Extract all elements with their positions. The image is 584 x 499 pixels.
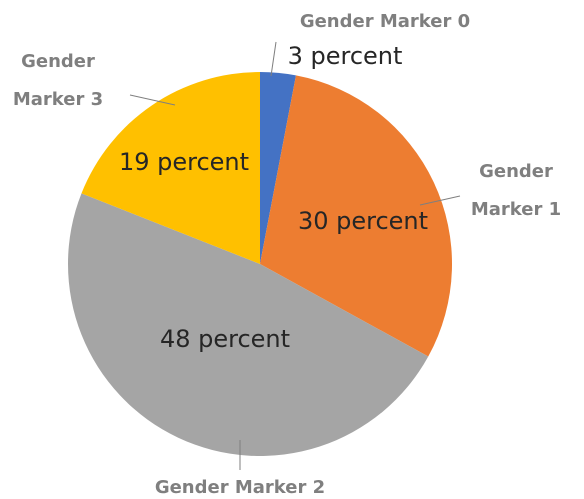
category-label: Gender Marker 0: [300, 11, 470, 32]
category-label: Gender Marker 3: [13, 51, 103, 110]
category-label: Gender Marker 1: [471, 161, 561, 220]
leader-line: [419, 195, 461, 206]
category-label-line: Gender: [21, 51, 95, 72]
value-label: 48 percent: [160, 325, 290, 353]
value-label: 30 percent: [298, 207, 428, 235]
pie-slice: [260, 75, 452, 357]
pie-slice: [67, 193, 429, 457]
category-label-line: Marker 3: [13, 89, 103, 110]
value-label: 19 percent: [119, 148, 249, 176]
category-label-line: Gender: [479, 161, 553, 182]
leader-line: [270, 41, 277, 77]
category-label: Gender Marker 2: [155, 477, 325, 498]
category-label-line: Marker 1: [471, 199, 561, 220]
leader-line: [129, 94, 176, 106]
value-label: 3 percent: [288, 42, 403, 70]
pie-slice: [81, 72, 261, 264]
pie-slice: [260, 72, 296, 264]
